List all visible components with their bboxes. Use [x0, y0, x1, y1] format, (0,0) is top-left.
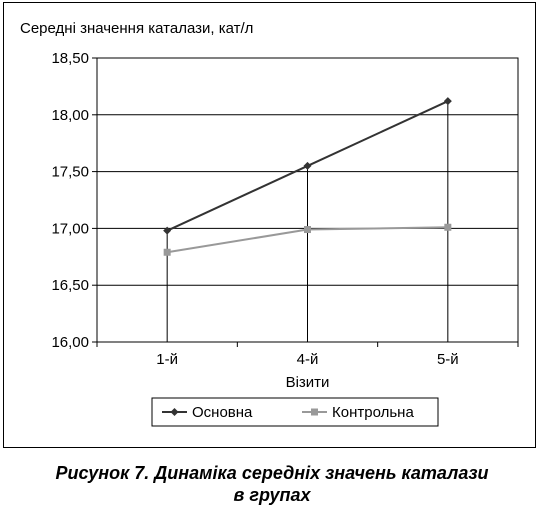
legend-box	[151, 397, 439, 427]
series-1-point-2	[444, 223, 452, 231]
legend-marker-1	[311, 408, 318, 416]
x-tick-label-1: 4-й	[297, 351, 319, 368]
legend-label-1: Контрольна	[332, 404, 414, 421]
series-0-point-0	[163, 226, 172, 235]
legend-label-0: Основна	[192, 404, 253, 421]
series-1-point-1	[304, 226, 311, 234]
chart-frame	[3, 2, 536, 448]
x-tick-label-2: 5-й	[437, 351, 459, 368]
figure-caption-line-1: Рисунок 7. Динаміка середніх значень кат…	[55, 463, 489, 483]
x-tick-label-0: 1-й	[156, 351, 178, 368]
y-tick-label-3: 17,50	[51, 164, 89, 181]
series-0-point-2	[443, 97, 452, 106]
figure-caption-line-2: в групах	[233, 485, 311, 505]
legend-marker-0	[170, 408, 179, 416]
y-axis-title: Середні значення каталази, кат/л	[20, 20, 254, 37]
x-axis-title: Візити	[286, 374, 330, 391]
y-tick-label-2: 17,00	[51, 220, 89, 237]
series-1-point-0	[163, 248, 171, 256]
y-tick-label-4: 18,00	[51, 107, 89, 124]
y-tick-label-0: 16,00	[51, 334, 89, 351]
y-tick-label-5: 18,50	[51, 50, 89, 67]
series-0-point-1	[303, 161, 312, 170]
y-tick-label-1: 16,50	[51, 277, 89, 294]
